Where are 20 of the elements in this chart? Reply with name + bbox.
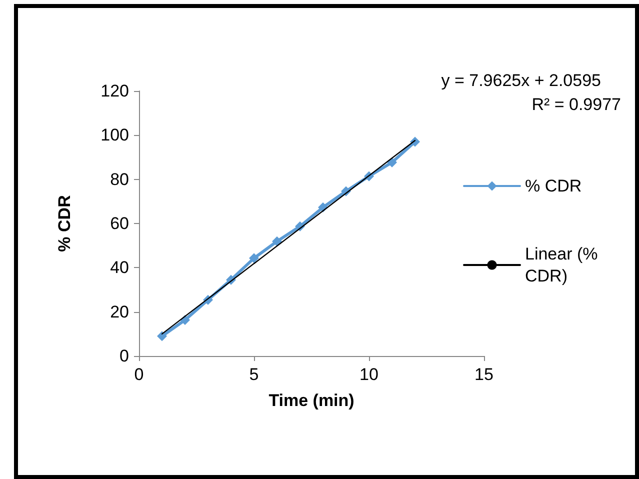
text: R² = 0.9977: [532, 95, 621, 114]
text: y = 7.9625x + 2.0595: [441, 71, 601, 90]
x-tick-label: 0: [134, 365, 144, 384]
y-tick-label: 120: [100, 82, 129, 100]
point: [157, 331, 167, 342]
x-tick-label: 10: [360, 365, 378, 384]
x-tick-label: 5: [249, 365, 259, 384]
y-tick-label: 40: [110, 258, 129, 278]
x-axis-title: Time (min): [268, 391, 354, 410]
y-tick-label: 20: [110, 302, 129, 322]
y-tick-label: 0: [120, 346, 129, 366]
y-tick-label: 100: [100, 126, 129, 145]
legend-label: Linear (% CDR): [525, 244, 602, 286]
point: [249, 253, 259, 264]
y-tick-label: 80: [110, 170, 129, 189]
y-axis-title: % CDR: [55, 195, 74, 252]
x-tick-label: 15: [474, 365, 494, 384]
legend-label: % CDR: [525, 176, 582, 196]
point: [272, 236, 282, 246]
y-tick-label: 60: [110, 214, 129, 233]
